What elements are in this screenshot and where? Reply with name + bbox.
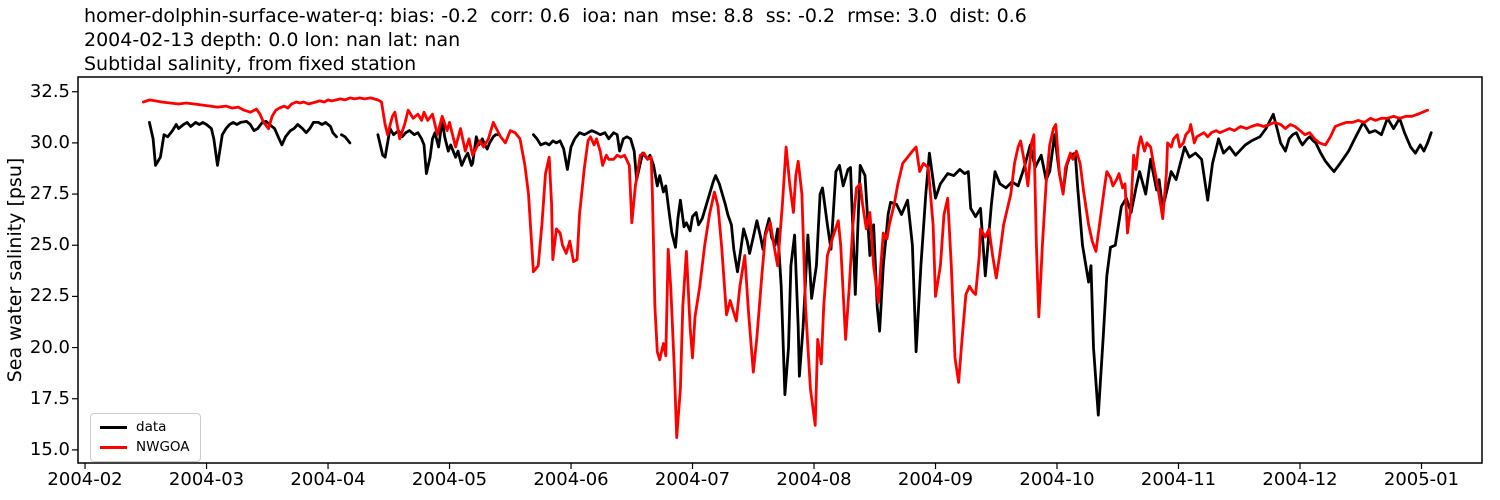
x-tick-label: 2004-12 xyxy=(1262,469,1338,490)
nwgoa-line-swatch xyxy=(100,446,127,449)
x-tick-label: 2004-07 xyxy=(654,469,731,490)
x-tick-label: 2004-05 xyxy=(411,469,488,490)
y-tick-label: 22.5 xyxy=(29,285,70,307)
legend-label-nwgoa: NWGOA xyxy=(136,439,190,455)
x-tick-label: 2004-04 xyxy=(290,469,366,490)
y-tick-label: 27.5 xyxy=(29,183,70,205)
series-line-data xyxy=(148,120,338,167)
legend: data NWGOA xyxy=(90,413,201,462)
x-tick-label: 2004-11 xyxy=(1140,469,1217,490)
y-tick-label: 17.5 xyxy=(29,387,70,409)
series-line-data xyxy=(340,133,352,145)
data-line-swatch xyxy=(100,426,127,429)
x-tick-label: 2005-01 xyxy=(1383,469,1460,490)
y-tick-label: 20.0 xyxy=(29,336,70,358)
x-tick-label: 2004-02 xyxy=(47,469,123,490)
x-tick-label: 2004-10 xyxy=(1019,469,1095,490)
series-line-data xyxy=(532,112,1433,417)
legend-entry-nwgoa: NWGOA xyxy=(100,440,190,455)
x-tick-label: 2004-03 xyxy=(168,469,245,490)
x-tick-label: 2004-08 xyxy=(776,469,852,490)
y-tick-label: 15.0 xyxy=(29,438,70,460)
legend-label-data: data xyxy=(136,419,167,435)
x-tick-label: 2004-09 xyxy=(897,469,974,490)
y-tick-label: 32.5 xyxy=(29,80,70,102)
y-tick-label: 25.0 xyxy=(29,234,70,256)
plot-border xyxy=(77,76,1483,464)
title-meta-line: 2004-02-13 depth: 0.0 lon: nan lat: nan xyxy=(84,29,461,51)
x-tick-label: 2004-06 xyxy=(533,469,609,490)
title-stats-line: homer-dolphin-surface-water-q: bias: -0.… xyxy=(84,5,1027,27)
y-tick-label: 30.0 xyxy=(29,131,70,153)
title-subtitle-line: Subtidal salinity, from fixed station xyxy=(84,53,417,75)
legend-entry-data: data xyxy=(100,420,190,435)
series-line-NWGOA xyxy=(142,96,1429,439)
